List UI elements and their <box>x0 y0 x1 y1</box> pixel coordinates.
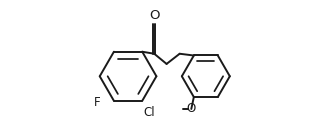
Text: Cl: Cl <box>143 106 155 119</box>
Text: O: O <box>149 10 160 22</box>
Text: O: O <box>187 103 196 116</box>
Text: F: F <box>94 96 100 109</box>
